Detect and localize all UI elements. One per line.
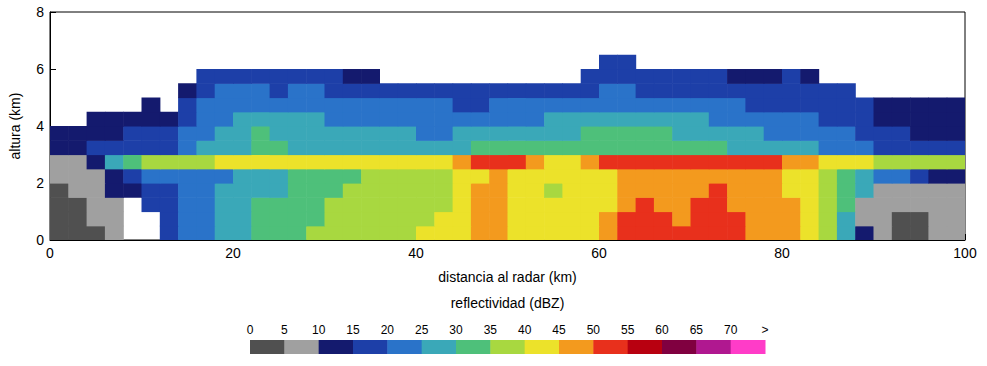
svg-text:2: 2: [36, 175, 44, 191]
svg-text:35: 35: [484, 323, 498, 337]
svg-text:0: 0: [46, 245, 54, 261]
svg-text:40: 40: [518, 323, 532, 337]
svg-text:reflectividad (dBZ): reflectividad (dBZ): [451, 295, 565, 311]
svg-text:40: 40: [408, 245, 424, 261]
svg-text:>: >: [761, 323, 768, 337]
svg-text:8: 8: [36, 4, 44, 20]
svg-text:30: 30: [449, 323, 463, 337]
svg-text:6: 6: [36, 61, 44, 77]
svg-text:5: 5: [281, 323, 288, 337]
svg-text:45: 45: [552, 323, 566, 337]
svg-text:20: 20: [225, 245, 241, 261]
svg-text:65: 65: [690, 323, 704, 337]
svg-text:55: 55: [621, 323, 635, 337]
svg-text:100: 100: [953, 245, 977, 261]
svg-text:15: 15: [346, 323, 360, 337]
svg-text:50: 50: [587, 323, 601, 337]
svg-text:60: 60: [655, 323, 669, 337]
svg-text:60: 60: [591, 245, 607, 261]
svg-text:25: 25: [415, 323, 429, 337]
svg-text:0: 0: [247, 323, 254, 337]
svg-text:10: 10: [312, 323, 326, 337]
svg-text:4: 4: [36, 118, 44, 134]
svg-text:20: 20: [381, 323, 395, 337]
svg-text:distancia al radar (km): distancia al radar (km): [438, 269, 577, 285]
svg-text:80: 80: [774, 245, 790, 261]
svg-text:70: 70: [724, 323, 738, 337]
svg-text:altura (km): altura (km): [7, 93, 23, 160]
svg-text:0: 0: [36, 232, 44, 248]
